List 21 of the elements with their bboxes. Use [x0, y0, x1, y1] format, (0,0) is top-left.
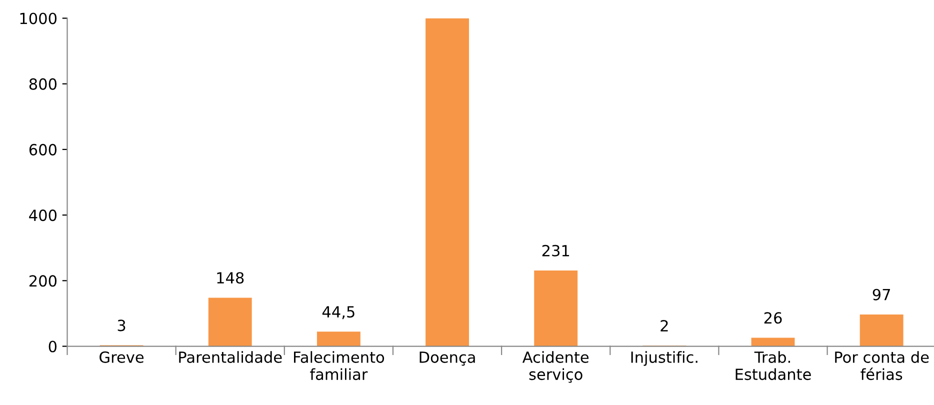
y-tick-label: 800 — [29, 78, 57, 90]
data-label: 2 — [660, 320, 668, 332]
x-tick-label: Doença — [420, 352, 475, 366]
y-tick-label: 200 — [29, 275, 57, 287]
x-tick-label: Falecimento familiar — [294, 351, 384, 380]
data-label: 231 — [542, 244, 570, 256]
x-tick-label: Trab. Estudante — [736, 351, 811, 380]
data-label: 44,5 — [322, 306, 354, 320]
y-tick-label: 600 — [29, 144, 57, 156]
x-tick-label: Injustific. — [631, 351, 698, 366]
x-tick-label: Parentalidade — [179, 351, 282, 363]
data-label: 26 — [764, 312, 782, 324]
data-label: 97 — [872, 288, 890, 300]
data-label: 3 — [118, 320, 126, 332]
y-tick-label: 400 — [29, 210, 57, 222]
y-tick-label: 1000 — [20, 12, 57, 24]
data-label: 148 — [217, 272, 244, 284]
y-tick-label: 0 — [48, 340, 57, 352]
x-tick-label: Acidente serviço — [522, 351, 589, 383]
x-tick-label: Por conta de férias — [835, 351, 929, 380]
x-tick-label: Greve — [100, 351, 144, 363]
